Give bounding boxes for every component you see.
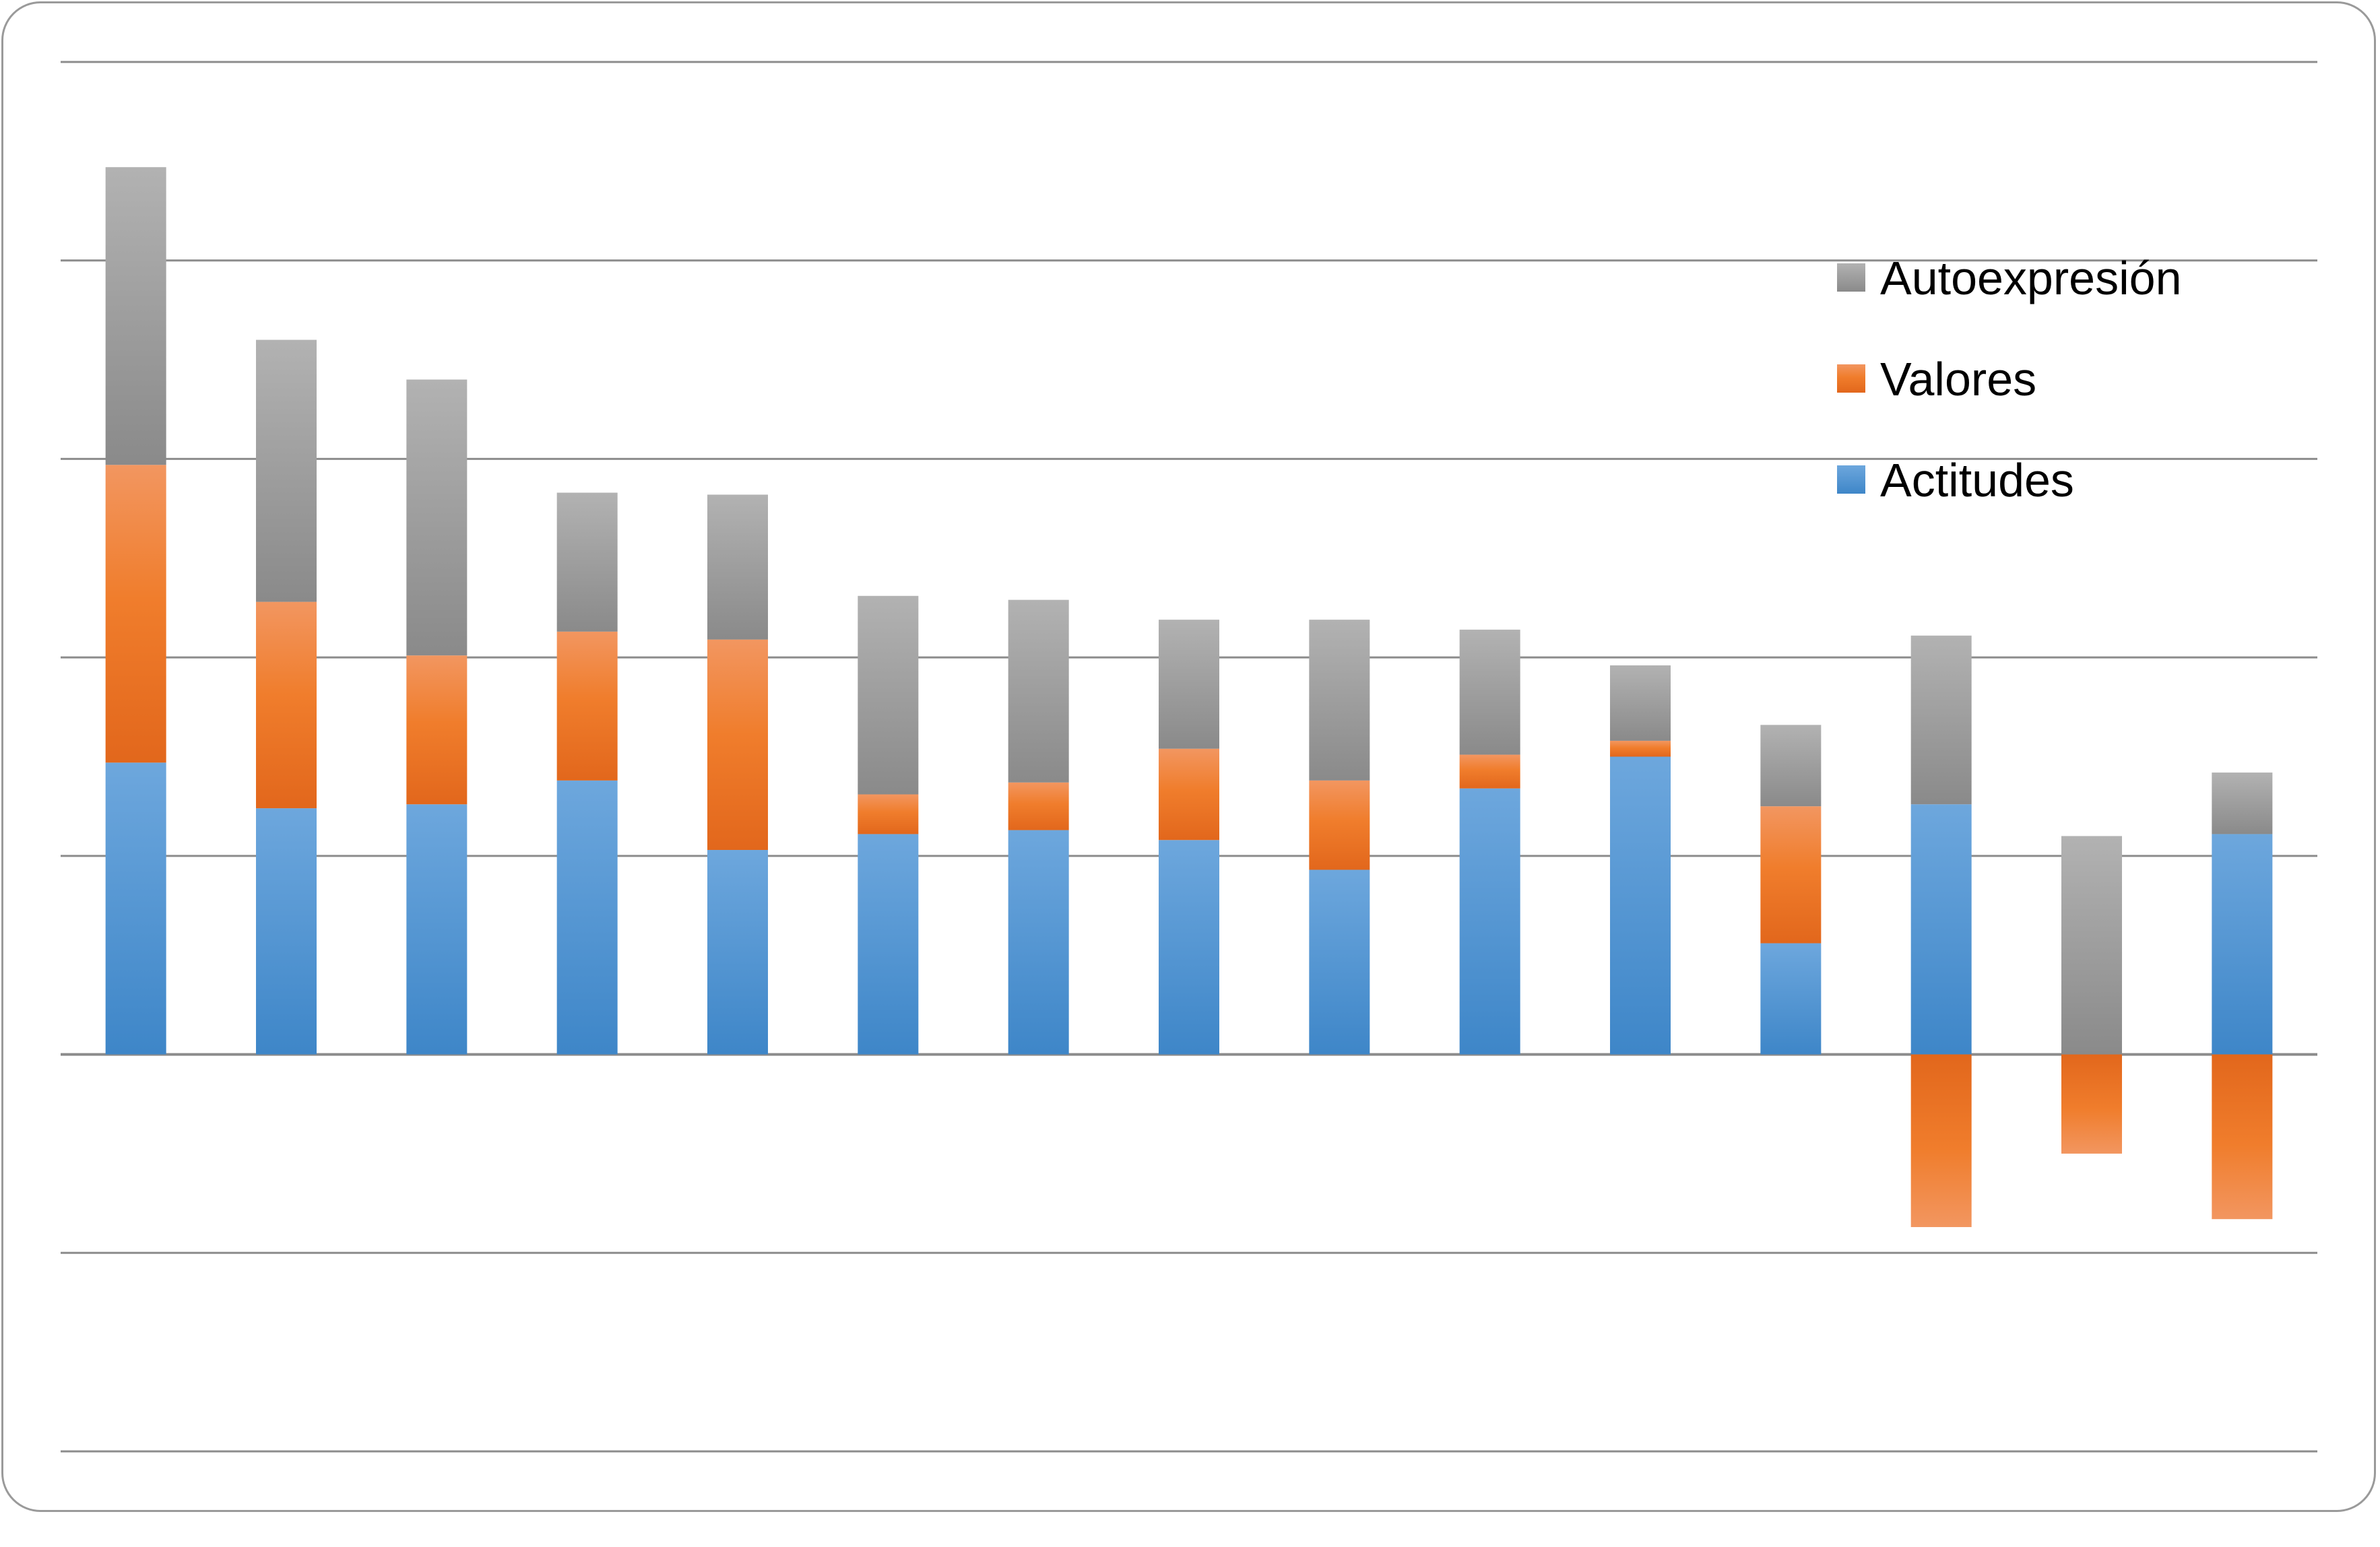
bar-segment-actitudes [1159,840,1219,1055]
bar-segment-actitudes [1309,869,1370,1055]
bar-segment-actitudes [1910,804,1972,1055]
legend: Autoexpresión Valores Actitudes [1837,252,2182,506]
bar-segment-valores [1610,740,1671,757]
legend-swatch-valores [1837,364,1865,393]
bar-segment-actitudes [707,850,768,1055]
bar-segment-valores [1309,780,1370,870]
bar-segment-actitudes [256,808,317,1055]
bar-segment-autoexpresión [858,595,919,795]
bar-segment-actitudes [1760,943,1822,1055]
legend-swatch-actitudes [1837,465,1865,494]
bar-segment-actitudes [406,804,468,1055]
bar-segment-valores [406,655,468,805]
bar-segment-autoexpresión [1008,599,1069,783]
bar-segment-valores [105,465,166,763]
bar-segment-autoexpresión [406,379,468,656]
bar-segment-valores [1910,1054,1972,1227]
bars [105,167,2273,1227]
bar-segment-autoexpresión [707,494,768,640]
bar-segment-valores [256,601,317,809]
bar-segment-autoexpresión [1910,635,1972,805]
bar-segment-actitudes [105,762,166,1055]
legend-label-valores: Valores [1880,353,2036,405]
legend-label-actitudes: Actitudes [1880,454,2074,506]
bar-segment-autoexpresión [1309,620,1370,781]
bar-segment-valores [1459,754,1520,789]
bar-segment-autoexpresión [1459,629,1520,755]
bar-segment-autoexpresión [1610,665,1671,741]
bar-segment-valores [2061,1054,2122,1154]
bar-segment-actitudes [1610,756,1671,1055]
bar-segment-autoexpresión [105,167,166,465]
bar-segment-autoexpresión [256,339,317,602]
legend-swatch-autoexpresión [1837,263,1865,292]
bar-segment-valores [556,631,618,781]
bar-segment-autoexpresión [1159,620,1219,749]
bar-segment-actitudes [1008,830,1069,1055]
bar-segment-autoexpresión [2212,772,2273,834]
bar-segment-valores [2212,1054,2273,1220]
bar-segment-valores [707,639,768,851]
bar-segment-autoexpresión [1760,725,1822,807]
bar-segment-valores [1760,806,1822,944]
legend-label-autoexpresión: Autoexpresión [1880,252,2182,304]
bar-segment-actitudes [2212,834,2273,1055]
bar-segment-autoexpresión [2061,836,2122,1055]
bar-segment-actitudes [556,780,618,1055]
bar-segment-actitudes [1459,788,1520,1055]
bar-segment-autoexpresión [556,492,618,632]
bar-segment-actitudes [858,834,919,1055]
bar-segment-valores [1008,782,1069,830]
bar-segment-valores [1159,748,1219,841]
bar-segment-valores [858,794,919,834]
